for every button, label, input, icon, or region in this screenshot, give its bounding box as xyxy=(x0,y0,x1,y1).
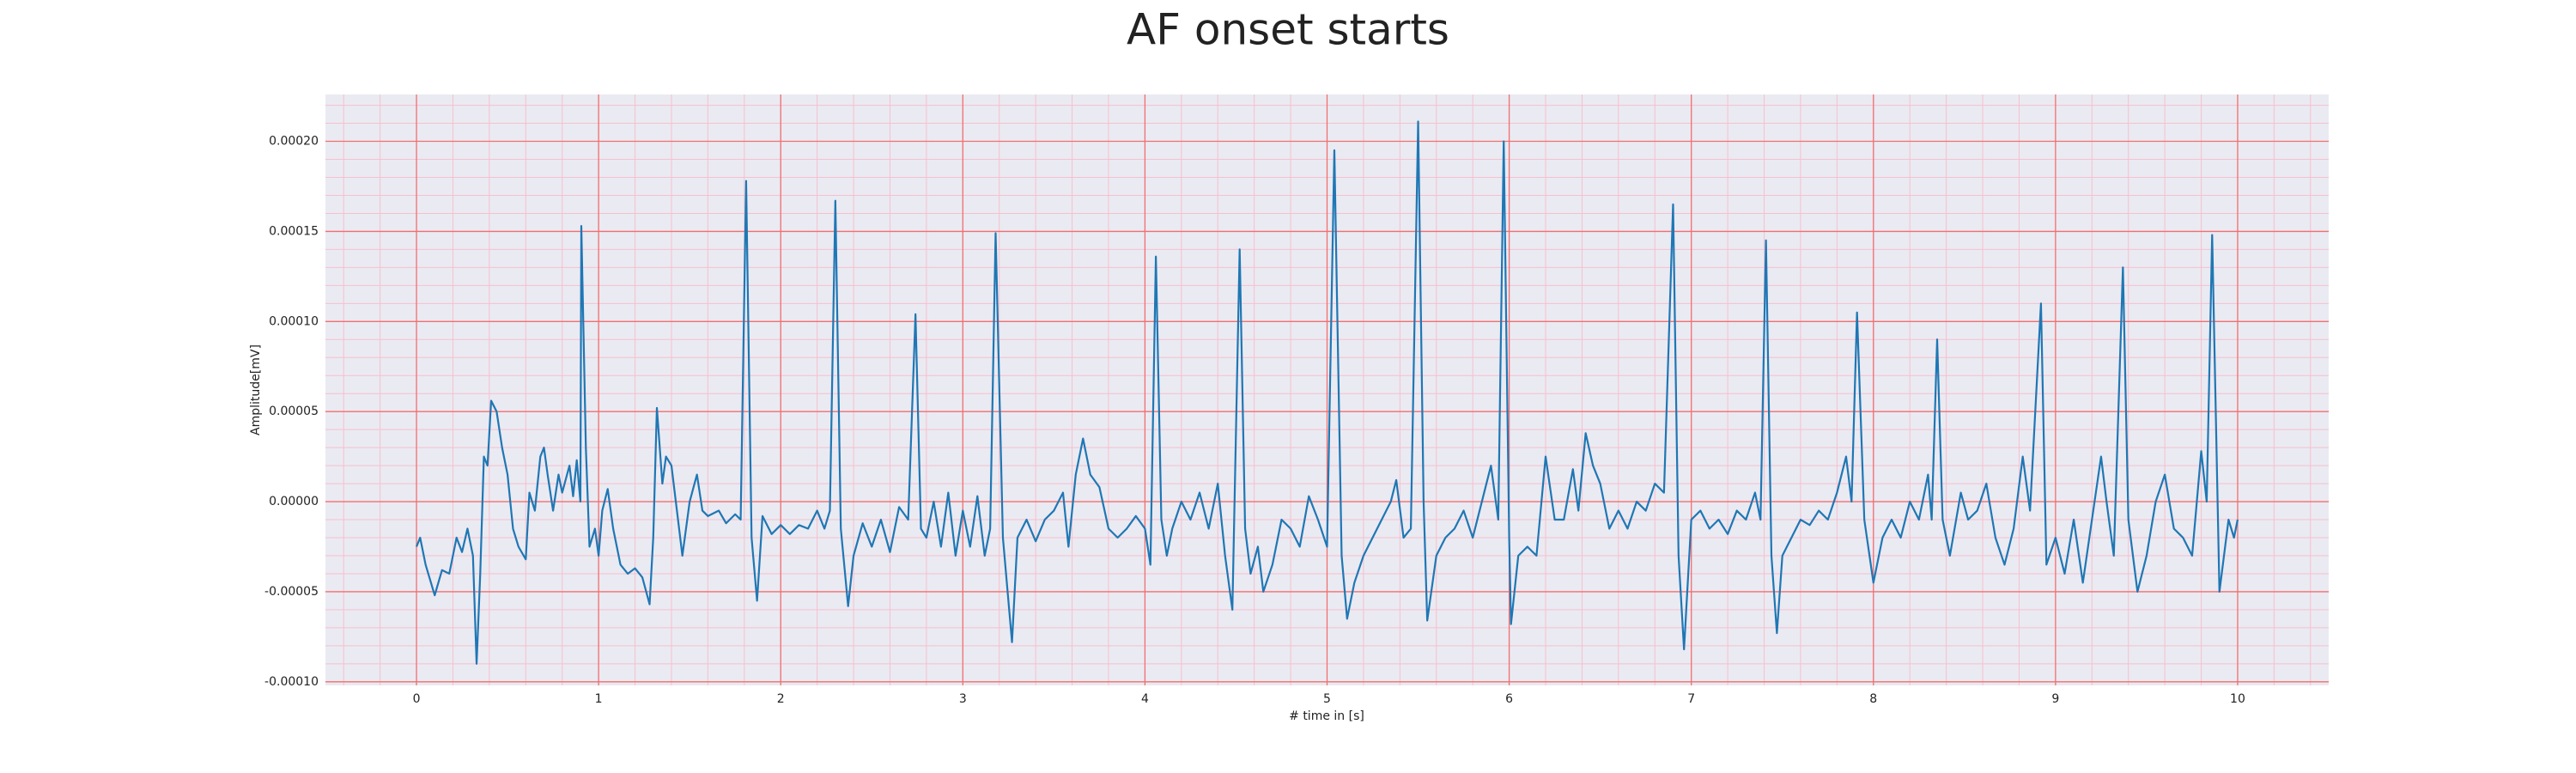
x-tick-label: 1 xyxy=(595,692,603,706)
y-tick-label: 0.00005 xyxy=(269,405,319,418)
x-tick-label: 6 xyxy=(1505,692,1513,706)
x-tick-label: 5 xyxy=(1323,692,1331,706)
x-tick-label: 9 xyxy=(2051,692,2059,706)
y-tick-label: 0.00015 xyxy=(269,224,319,238)
ecg-line xyxy=(416,120,2239,665)
x-axis-label: # time in [s] xyxy=(1289,709,1364,723)
x-tick-label: 0 xyxy=(413,692,421,706)
y-tick-label: 0.00020 xyxy=(269,135,319,149)
x-tick-label: 7 xyxy=(1687,692,1695,706)
x-tick-label: 10 xyxy=(2230,692,2245,706)
chart-title: AF onset starts xyxy=(1127,5,1449,55)
y-tick-label: 0.00000 xyxy=(269,495,319,508)
x-tick-label: 4 xyxy=(1141,692,1149,706)
x-tick-label: 2 xyxy=(777,692,785,706)
y-tick-label: -0.00005 xyxy=(264,585,319,599)
x-tick-label: 8 xyxy=(1869,692,1877,706)
y-tick-label: -0.00010 xyxy=(264,675,319,689)
y-tick-label: 0.00010 xyxy=(269,314,319,328)
y-axis-label: Amplitude[mV] xyxy=(249,344,263,435)
x-tick-label: 3 xyxy=(959,692,967,706)
